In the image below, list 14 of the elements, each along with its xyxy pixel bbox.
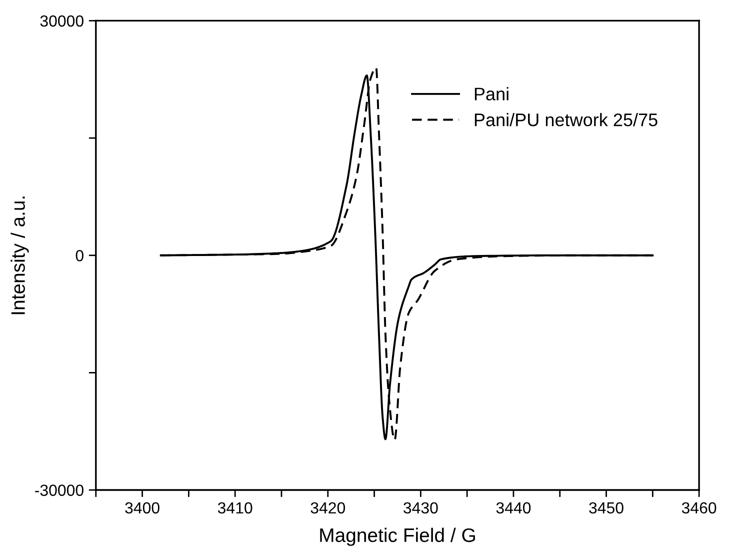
- y-tick-label: -30000: [35, 484, 84, 496]
- legend-label: Pani/PU network 25/75: [474, 113, 658, 126]
- y-axis-title: Intensity / a.u.: [10, 196, 29, 314]
- x-axis-title: Magnetic Field / G: [320, 528, 475, 546]
- x-tick-label: 3430: [404, 502, 438, 514]
- y-tick-label: 30000: [40, 15, 84, 27]
- x-tick-label: 3460: [682, 502, 716, 514]
- x-tick-label: 3450: [589, 502, 624, 514]
- x-tick-label: 3410: [218, 502, 252, 514]
- x-tick-label: 3420: [310, 502, 346, 514]
- legend-label: Pani: [474, 87, 508, 100]
- x-tick-label: 3400: [125, 502, 160, 514]
- x-tick-label: 3440: [496, 502, 531, 514]
- y-tick-label: 0: [76, 250, 84, 262]
